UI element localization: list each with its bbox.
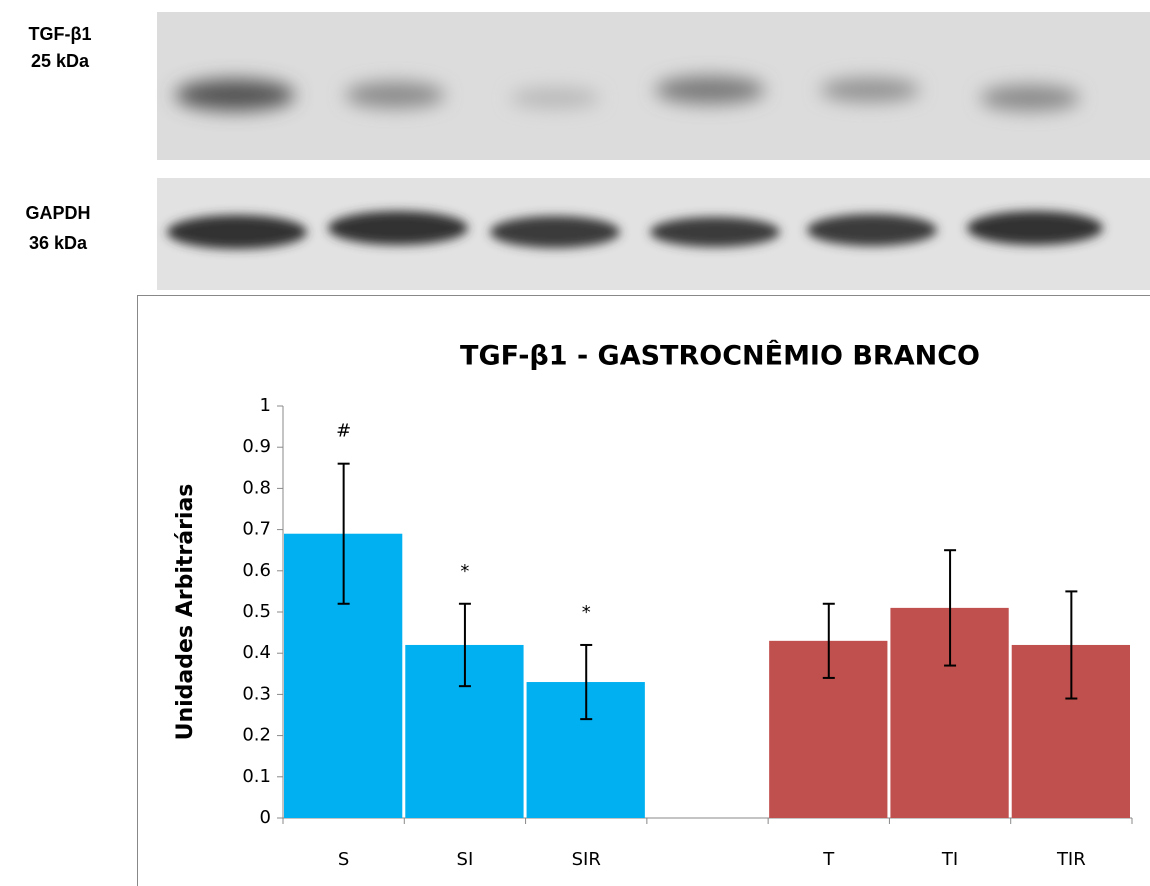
y-axis-label: Unidades Arbitrárias [173, 484, 198, 741]
blot-label: GAPDH [25, 203, 90, 223]
x-tick-label: TIR [1056, 849, 1086, 870]
x-tick-label: TI [941, 849, 958, 870]
y-tick-label: 0.2 [242, 725, 271, 746]
x-tick-label: SIR [572, 849, 601, 870]
y-tick-label: 0.7 [242, 519, 271, 540]
blot-label: TGF-β1 [29, 24, 92, 44]
y-tick-label: 0.5 [242, 601, 271, 622]
blot-tgf [157, 12, 1150, 160]
chart-title: TGF-β1 - GASTROCNÊMIO BRANCO [460, 340, 980, 372]
significance-marker: * [582, 602, 591, 623]
significance-marker: # [336, 421, 351, 442]
y-tick-label: 0.9 [242, 436, 271, 457]
x-tick-label: T [822, 849, 835, 870]
blot-size: 25 kDa [31, 51, 90, 71]
significance-marker: * [460, 561, 469, 582]
y-tick-label: 0.1 [242, 766, 271, 787]
blot-gapdh [157, 178, 1150, 290]
y-tick-label: 0.4 [242, 642, 271, 663]
x-tick-label: S [338, 849, 349, 870]
page: TGF-β1 25 kDa GAPDH 36 kDa TGF-β1 - GAST… [0, 0, 1150, 886]
y-tick-label: 1 [260, 395, 271, 416]
blot-size: 36 kDa [29, 233, 88, 253]
x-tick-label: SI [457, 849, 474, 870]
y-tick-label: 0.8 [242, 477, 271, 498]
y-tick-label: 0.3 [242, 683, 271, 704]
y-tick-label: 0.6 [242, 560, 271, 581]
y-tick-label: 0 [260, 807, 271, 828]
